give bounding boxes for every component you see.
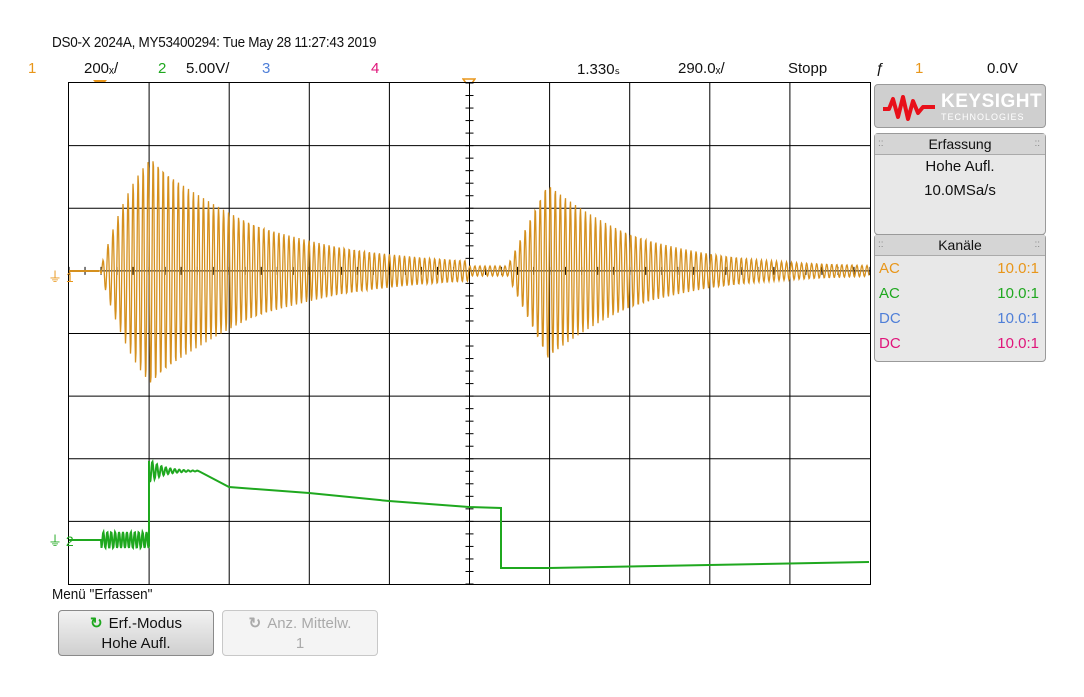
ch1-trace bbox=[99, 161, 870, 383]
acquisition-panel-title: Erfassung bbox=[928, 136, 992, 152]
menu-title: Menü "Erfassen" bbox=[52, 586, 153, 603]
channel-row-3[interactable]: DC 10.0:1 bbox=[875, 306, 1045, 331]
trigger-edge-icon: ƒ bbox=[876, 60, 885, 77]
ch4-probe: 10.0:1 bbox=[997, 335, 1039, 352]
status-bar: 1 200ₓ/ 2 5.00V/ 3 4 1.330ₛ 290.0ₓ/ Stop… bbox=[0, 60, 1084, 80]
ch2-ground-marker[interactable]: ⏚ 2 bbox=[48, 533, 74, 549]
softkey-label: Anz. Mittelw. bbox=[267, 615, 352, 632]
averages-softkey[interactable]: ↻ Anz. Mittelw. 1 bbox=[222, 610, 378, 656]
run-state: Stopp bbox=[788, 60, 828, 77]
ch1-scale[interactable]: 200ₓ/ bbox=[84, 60, 119, 77]
channels-panel[interactable]: :: Kanäle :: AC 10.0:1 AC 10.0:1 DC 10.0… bbox=[874, 234, 1046, 362]
ch2-scale[interactable]: 5.00V/ bbox=[186, 60, 230, 77]
sample-rate: 10.0MSa/s bbox=[924, 182, 996, 199]
acquisition-mode: Hohe Aufl. bbox=[925, 158, 995, 175]
time-scale[interactable]: 290.0ₓ/ bbox=[678, 60, 725, 77]
ch1-number[interactable]: 1 bbox=[28, 60, 37, 77]
ch1-ground-marker[interactable]: ⏚ 1 bbox=[48, 269, 74, 285]
acquisition-panel[interactable]: :: Erfassung :: Hohe Aufl. 10.0MSa/s bbox=[874, 133, 1046, 235]
acquisition-mode-softkey[interactable]: ↻ Erf.-Modus Hohe Aufl. bbox=[58, 610, 214, 656]
keysight-wave-icon bbox=[883, 95, 935, 121]
ch1-coupling: AC bbox=[879, 260, 900, 277]
rotate-knob-icon: ↻ bbox=[90, 615, 103, 632]
channel-row-2[interactable]: AC 10.0:1 bbox=[875, 281, 1045, 306]
ch4-number[interactable]: 4 bbox=[371, 60, 380, 77]
ch4-coupling: DC bbox=[879, 335, 901, 352]
channel-row-1[interactable]: AC 10.0:1 bbox=[875, 256, 1045, 281]
instrument-title: DS0-X 2024A, MY53400294: Tue May 28 11:2… bbox=[52, 34, 377, 51]
ch1-probe: 10.0:1 bbox=[997, 260, 1039, 277]
ch2-number[interactable]: 2 bbox=[158, 60, 167, 77]
softkey-value: 1 bbox=[295, 635, 305, 652]
ground-icon: ⏚ bbox=[48, 269, 62, 285]
ch2-coupling: AC bbox=[879, 285, 900, 302]
ch3-number[interactable]: 3 bbox=[262, 60, 271, 77]
softkey-value: Hohe Aufl. bbox=[101, 635, 171, 652]
ground-icon: ⏚ bbox=[48, 533, 62, 549]
ch3-probe: 10.0:1 bbox=[997, 310, 1039, 327]
softkey-label: Erf.-Modus bbox=[108, 615, 182, 632]
channels-panel-title: Kanäle bbox=[938, 237, 982, 253]
ch2-probe: 10.0:1 bbox=[997, 285, 1039, 302]
trigger-channel[interactable]: 1 bbox=[915, 60, 924, 77]
ch3-coupling: DC bbox=[879, 310, 901, 327]
trigger-level[interactable]: 0.0V bbox=[987, 60, 1018, 77]
time-delay[interactable]: 1.330ₛ bbox=[577, 61, 621, 78]
keysight-logo: KEYSIGHT TECHNOLOGIES bbox=[874, 84, 1046, 128]
waveform-graticule bbox=[69, 83, 870, 584]
waveform-display[interactable] bbox=[68, 82, 871, 585]
rotate-knob-icon: ↻ bbox=[248, 615, 262, 632]
channel-row-4[interactable]: DC 10.0:1 bbox=[875, 331, 1045, 356]
ch2-trace bbox=[99, 459, 870, 569]
